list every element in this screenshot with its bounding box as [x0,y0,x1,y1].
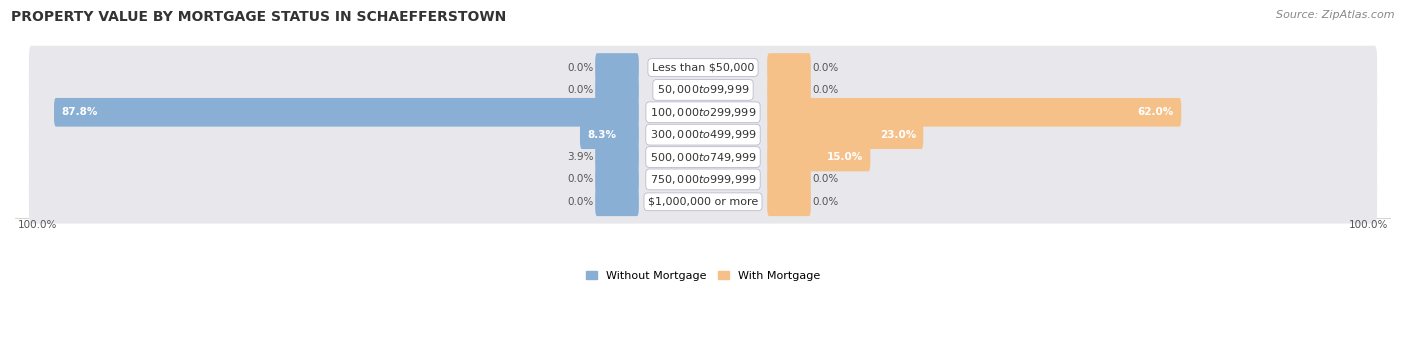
FancyBboxPatch shape [595,188,638,216]
Text: 3.9%: 3.9% [568,152,593,162]
FancyBboxPatch shape [30,90,1376,134]
Text: 23.0%: 23.0% [880,130,917,140]
FancyBboxPatch shape [768,98,1181,127]
FancyBboxPatch shape [595,53,638,82]
FancyBboxPatch shape [30,158,1376,201]
FancyBboxPatch shape [30,46,1376,89]
Text: $100,000 to $299,999: $100,000 to $299,999 [650,106,756,119]
FancyBboxPatch shape [768,165,811,194]
FancyBboxPatch shape [30,180,1376,224]
Text: PROPERTY VALUE BY MORTGAGE STATUS IN SCHAEFFERSTOWN: PROPERTY VALUE BY MORTGAGE STATUS IN SCH… [11,10,506,24]
Text: 62.0%: 62.0% [1137,107,1174,117]
Text: 0.0%: 0.0% [813,174,838,184]
Legend: Without Mortgage, With Mortgage: Without Mortgage, With Mortgage [582,266,824,285]
FancyBboxPatch shape [768,76,811,104]
FancyBboxPatch shape [595,76,638,104]
Text: 100.0%: 100.0% [18,220,58,230]
Text: $50,000 to $99,999: $50,000 to $99,999 [657,84,749,97]
Text: 100.0%: 100.0% [1348,220,1388,230]
FancyBboxPatch shape [768,120,924,149]
FancyBboxPatch shape [30,113,1376,157]
Text: 0.0%: 0.0% [568,174,593,184]
Text: $1,000,000 or more: $1,000,000 or more [648,197,758,207]
Text: 0.0%: 0.0% [568,62,593,73]
FancyBboxPatch shape [579,120,638,149]
FancyBboxPatch shape [768,143,870,172]
FancyBboxPatch shape [595,165,638,194]
Text: 0.0%: 0.0% [568,85,593,95]
FancyBboxPatch shape [595,143,638,172]
Text: 15.0%: 15.0% [827,152,863,162]
Text: Less than $50,000: Less than $50,000 [652,62,754,73]
Text: $750,000 to $999,999: $750,000 to $999,999 [650,173,756,186]
FancyBboxPatch shape [768,188,811,216]
Text: $500,000 to $749,999: $500,000 to $749,999 [650,150,756,164]
Text: Source: ZipAtlas.com: Source: ZipAtlas.com [1277,10,1395,20]
Text: 0.0%: 0.0% [568,197,593,207]
Text: 87.8%: 87.8% [62,107,97,117]
Text: 0.0%: 0.0% [813,197,838,207]
Text: 8.3%: 8.3% [588,130,616,140]
Text: 0.0%: 0.0% [813,85,838,95]
Text: $300,000 to $499,999: $300,000 to $499,999 [650,128,756,141]
FancyBboxPatch shape [30,135,1376,179]
FancyBboxPatch shape [768,53,811,82]
FancyBboxPatch shape [53,98,638,127]
FancyBboxPatch shape [30,68,1376,112]
Text: 0.0%: 0.0% [813,62,838,73]
